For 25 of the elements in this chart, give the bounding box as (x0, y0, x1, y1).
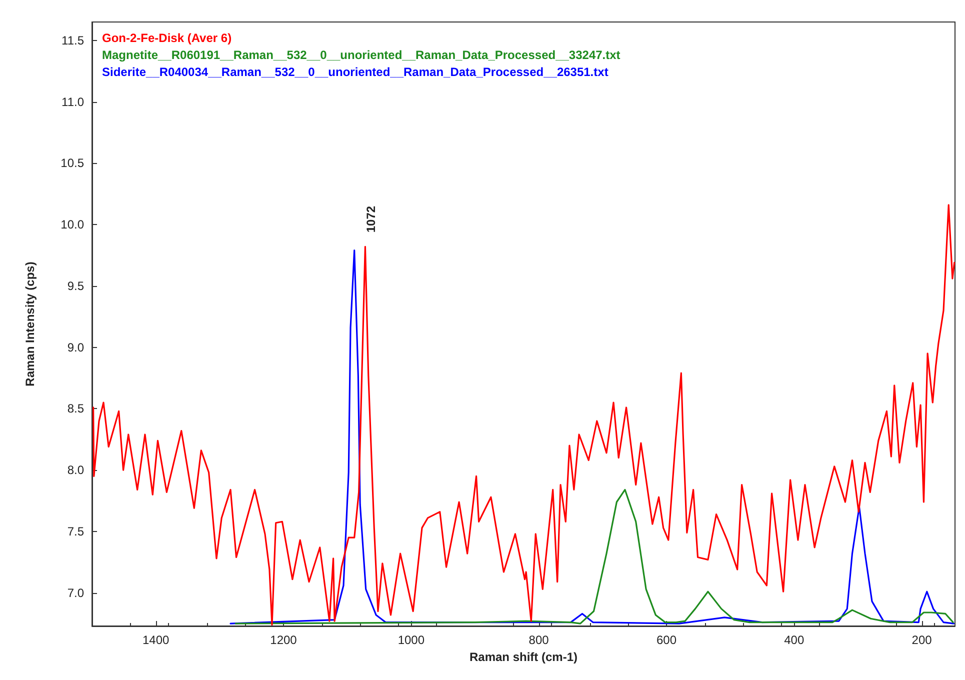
y-tick-label: 11.5 (62, 33, 84, 48)
y-tick-label: 8.5 (67, 402, 84, 416)
text: Siderite__R040034__Raman__532__0__unoriented__Raman_Data_Processed__26351.txt (102, 65, 608, 79)
y-tick-label: 9.0 (67, 340, 84, 354)
text: Magnetite__R060191__Raman__532__0__unoriented__Raman_Data_Processed__33247.txt (102, 48, 620, 62)
annotation: 1072 (364, 206, 378, 233)
x-tick-label: 1200 (270, 633, 298, 647)
x-tick-label: 800 (528, 633, 550, 647)
x-tick-label: 400 (784, 633, 804, 647)
y-axis-title: Raman Intensity (cps) (23, 262, 37, 386)
y-tick-label: 10.0 (60, 218, 84, 232)
line-series (234, 488, 954, 624)
y-tick-label: 9.5 (67, 278, 84, 293)
x-tick-label: 1400 (142, 633, 170, 647)
y-tick-label: 10.5 (60, 156, 84, 170)
y-tick-label: 7.5 (67, 524, 84, 538)
x-tick-label: 600 (656, 633, 677, 647)
text: Gon-2-Fe-Disk (Aver 6) (102, 31, 232, 45)
y-tick-label: 7.0 (67, 586, 84, 600)
x-tick-label: 200 (912, 633, 932, 647)
y-tick-label: 8.0 (67, 463, 84, 478)
y-tick-label: 11.0 (62, 94, 84, 109)
line-series (230, 250, 955, 624)
x-tick-label: 1000 (398, 633, 425, 647)
x-axis-title: Raman shift (cm-1) (469, 650, 578, 664)
